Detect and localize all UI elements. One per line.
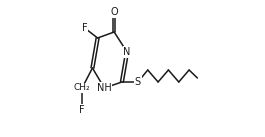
Text: S: S xyxy=(135,77,141,87)
Text: NH: NH xyxy=(97,83,112,93)
Text: N: N xyxy=(123,47,131,57)
Text: CH₂: CH₂ xyxy=(74,83,90,92)
Text: F: F xyxy=(82,23,87,33)
Text: O: O xyxy=(110,7,118,17)
Text: F: F xyxy=(79,105,85,115)
